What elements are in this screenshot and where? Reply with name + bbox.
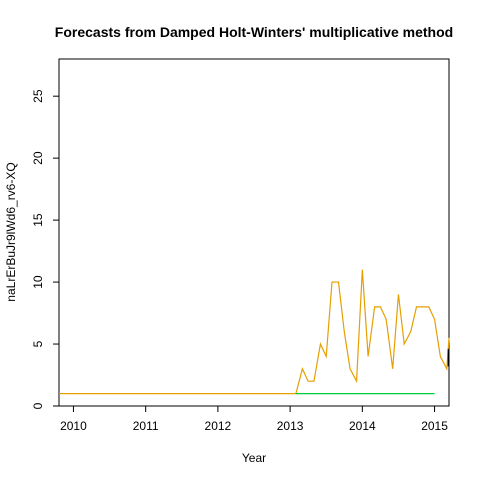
y-tick-label: 25 [31, 89, 45, 103]
x-axis: 2010 2011 2012 2013 2014 2015 [60, 406, 448, 433]
y-tick-label: 5 [31, 340, 45, 347]
x-axis-label: Year [242, 451, 266, 465]
x-tick-label: 2012 [205, 419, 232, 433]
y-tick-label: 20 [31, 151, 45, 165]
y-tick-label: 15 [31, 213, 45, 227]
series-line-1 [59, 270, 449, 394]
y-tick-label: 10 [31, 275, 45, 289]
x-tick-label: 2010 [60, 419, 87, 433]
y-tick-label: 0 [31, 402, 45, 409]
y-axis-label: naLrErBuJr9lWd6_rv6-XQ [4, 162, 18, 301]
x-tick-label: 2013 [277, 419, 304, 433]
y-axis: 0 5 10 15 20 25 [31, 89, 59, 409]
series-layer [59, 270, 449, 394]
x-tick-label: 2015 [421, 419, 448, 433]
x-tick-label: 2014 [349, 419, 376, 433]
x-tick-label: 2011 [133, 419, 159, 433]
chart-title: Forecasts from Damped Holt-Winters' mult… [55, 24, 453, 40]
